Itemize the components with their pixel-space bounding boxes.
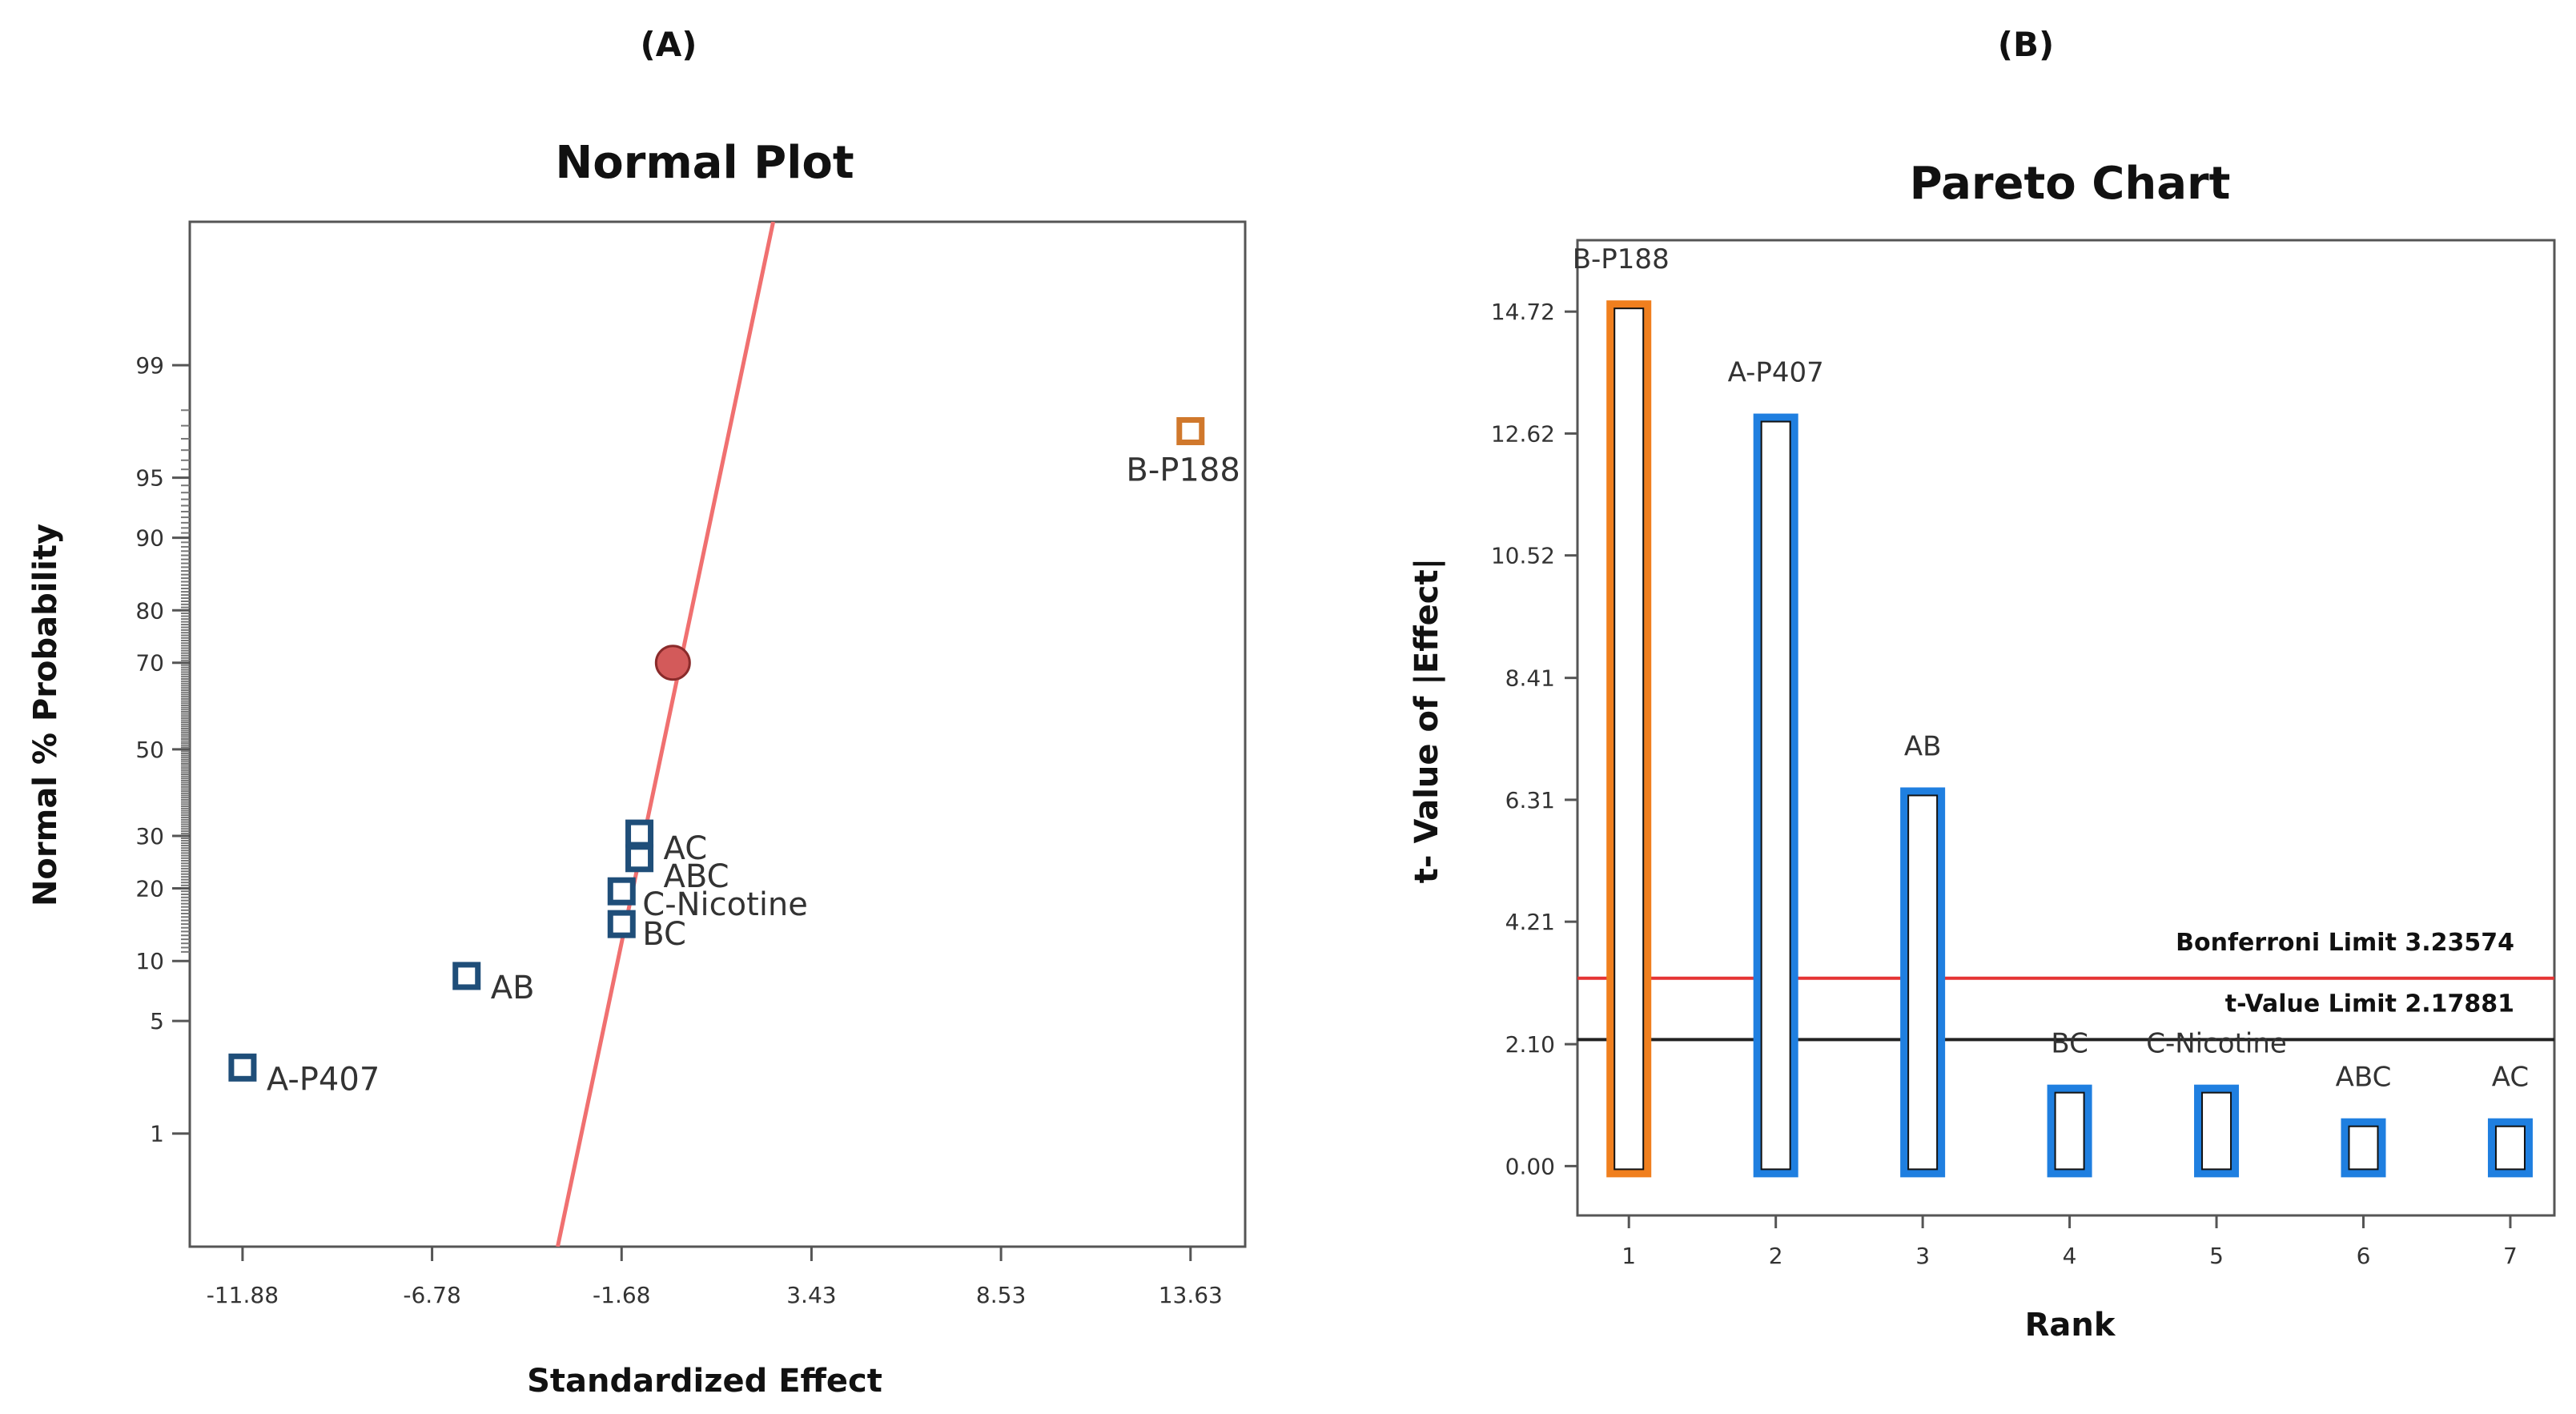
y-tick-label: 10.52 bbox=[1491, 543, 1555, 569]
point-label: AB bbox=[491, 970, 535, 1006]
normal-plot-x-ticks: -11.88 -6.78 -1.68 3.43 8.53 13.63 bbox=[207, 1247, 1223, 1308]
bar-label: AB bbox=[1904, 730, 1942, 762]
normal-plot: Normal Plot Standardized Effect Normal %… bbox=[27, 137, 1247, 1400]
bar-inner bbox=[1907, 794, 1939, 1171]
y-tick-label: 8.41 bbox=[1505, 665, 1555, 692]
y-tick-label: 20 bbox=[135, 875, 164, 902]
y-tick-label: 6.31 bbox=[1505, 787, 1555, 813]
normal-plot-minor-ticks bbox=[181, 409, 190, 953]
y-tick-label: 99 bbox=[135, 352, 164, 379]
x-tick-label: 5 bbox=[2209, 1243, 2224, 1269]
x-tick-label: -11.88 bbox=[207, 1282, 279, 1308]
pareto-limit-lines: Bonferroni Limit 3.23574 t-Value Limit 2.… bbox=[1577, 929, 2554, 1042]
bar-label: C-Nicotine bbox=[2146, 1028, 2287, 1060]
y-tick-label: 4.21 bbox=[1505, 909, 1555, 935]
x-tick-label: 6 bbox=[2357, 1243, 2371, 1269]
point-marker bbox=[452, 962, 481, 990]
bar-inner bbox=[2494, 1125, 2526, 1171]
bar-label: BC bbox=[2051, 1028, 2088, 1060]
point-label: C-Nicotine bbox=[642, 886, 808, 923]
y-tick-label: 12.62 bbox=[1491, 420, 1555, 447]
point-label: B-P188 bbox=[1126, 452, 1240, 488]
y-tick-label: 14.72 bbox=[1491, 299, 1555, 325]
bar-inner bbox=[2201, 1091, 2232, 1171]
x-tick-label: 13.63 bbox=[1159, 1282, 1223, 1308]
normal-plot-title: Normal Plot bbox=[555, 137, 854, 189]
y-tick-label: 90 bbox=[135, 525, 164, 552]
x-tick-label: -6.78 bbox=[403, 1282, 460, 1308]
pareto-bars: B-P188 A-P407 AB BC C-Nicotine ABC AC bbox=[1573, 243, 2533, 1178]
x-tick-label: 2 bbox=[1769, 1243, 1783, 1269]
x-tick-label: 3 bbox=[1915, 1243, 1930, 1269]
point-marker bbox=[625, 844, 654, 873]
pareto-y-axis-title: t- Value of |Effect| bbox=[1409, 558, 1446, 883]
point-label: AC bbox=[664, 830, 708, 867]
x-tick-label: 4 bbox=[2063, 1243, 2077, 1269]
limit-label: t-Value Limit 2.17881 bbox=[2225, 990, 2514, 1018]
pareto-chart: Pareto Chart Rank t- Value of |Effect| B… bbox=[1409, 158, 2556, 1344]
pareto-frame bbox=[1576, 239, 2556, 1217]
y-tick-label: 30 bbox=[135, 823, 164, 850]
x-tick-label: 3.43 bbox=[786, 1282, 836, 1308]
point-marker bbox=[1176, 416, 1205, 445]
normal-plot-y-ticks: 1 5 10 20 30 50 70 80 90 95 99 bbox=[135, 352, 190, 1147]
normal-plot-y-axis-title: Normal % Probability bbox=[27, 524, 64, 906]
pareto-chart-title: Pareto Chart bbox=[1910, 158, 2231, 210]
bar-label: AC bbox=[2492, 1062, 2529, 1094]
pareto-x-ticks: 1 2 3 4 5 6 7 bbox=[1622, 1215, 2518, 1269]
bar-inner bbox=[2054, 1091, 2085, 1171]
point-label: A-P407 bbox=[267, 1061, 380, 1098]
normal-probability-line bbox=[555, 222, 776, 1247]
y-tick-label: 5 bbox=[150, 1008, 164, 1034]
pareto-x-axis-title: Rank bbox=[2025, 1307, 2116, 1344]
bar-label: ABC bbox=[2336, 1062, 2392, 1094]
point-label: ABC bbox=[664, 858, 729, 895]
y-tick-label: 80 bbox=[135, 597, 164, 624]
x-tick-label: 7 bbox=[2503, 1243, 2518, 1269]
point-marker bbox=[607, 877, 636, 906]
y-tick-label: 1 bbox=[150, 1121, 164, 1147]
panel-b-label: (B) bbox=[1998, 25, 2054, 64]
limit-label: Bonferroni Limit 3.23574 bbox=[2176, 929, 2514, 957]
point-marker bbox=[607, 910, 636, 938]
bar-inner bbox=[1614, 307, 1645, 1171]
y-tick-label: 50 bbox=[135, 737, 164, 763]
point-marker bbox=[228, 1053, 257, 1082]
y-tick-label: 2.10 bbox=[1505, 1031, 1555, 1058]
y-tick-label: 70 bbox=[135, 650, 164, 677]
y-tick-label: 10 bbox=[135, 948, 164, 974]
point-label: BC bbox=[642, 916, 686, 953]
point-marker bbox=[625, 819, 654, 848]
normal-plot-x-axis-title: Standardized Effect bbox=[527, 1363, 882, 1400]
bar-label: B-P188 bbox=[1573, 243, 1670, 275]
panel-a-label: (A) bbox=[641, 25, 697, 64]
bar-inner bbox=[1760, 420, 1791, 1171]
y-tick-label: 0.00 bbox=[1505, 1153, 1555, 1179]
x-tick-label: 1 bbox=[1622, 1243, 1636, 1269]
y-tick-label: 95 bbox=[135, 465, 164, 492]
pareto-y-ticks: 0.00 2.10 4.21 6.31 8.41 10.52 12.62 14.72 bbox=[1491, 299, 1577, 1179]
bar-label: A-P407 bbox=[1728, 357, 1824, 389]
x-tick-label: 8.53 bbox=[976, 1282, 1026, 1308]
center-point-marker bbox=[654, 645, 691, 681]
x-tick-label: -1.68 bbox=[593, 1282, 650, 1308]
bar-inner bbox=[2348, 1125, 2379, 1171]
